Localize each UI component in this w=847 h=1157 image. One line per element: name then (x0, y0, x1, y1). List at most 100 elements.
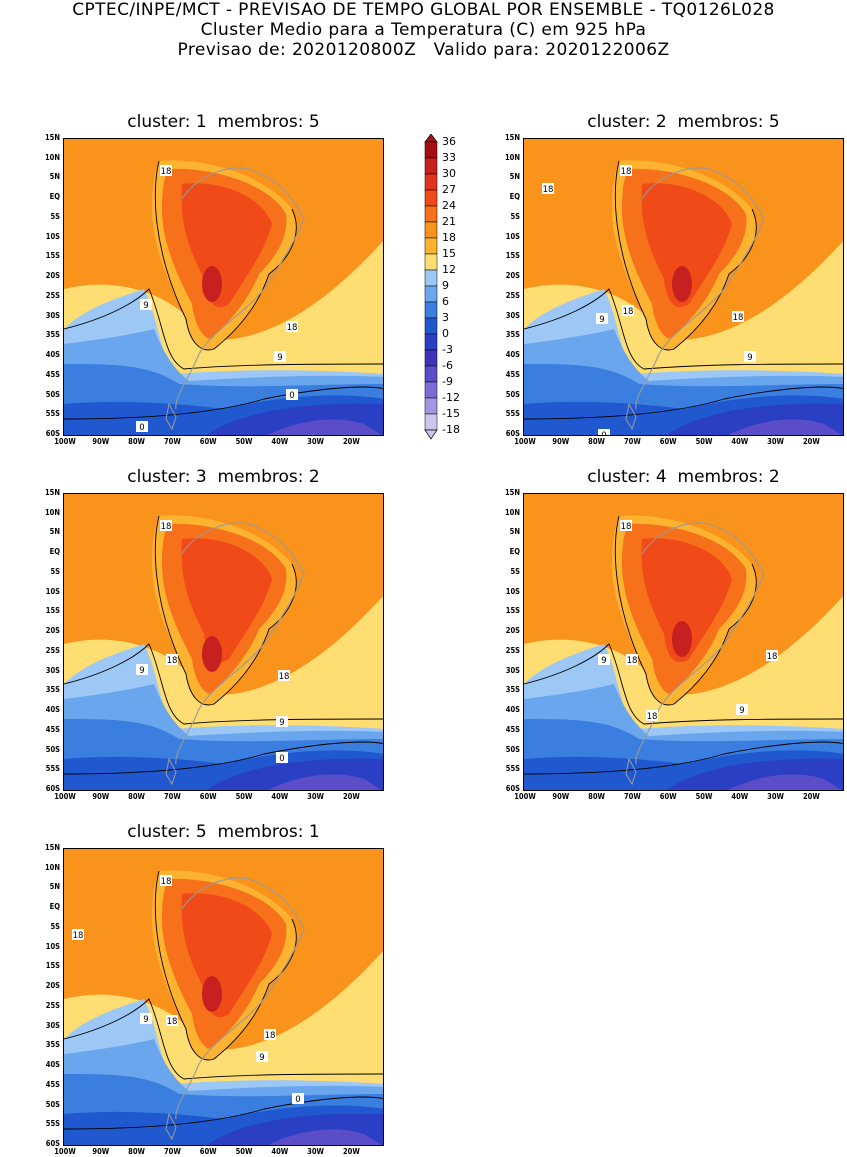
contour-0 (64, 1096, 383, 1130)
region-hot (181, 538, 272, 663)
lat-tick: 45S (505, 369, 520, 379)
region-peak (672, 266, 692, 302)
lon-tick: 40W (271, 792, 289, 801)
lat-tick: 55S (45, 764, 60, 774)
colorbar-label: 24 (442, 199, 456, 212)
svg-text:18: 18 (647, 712, 658, 722)
lat-tick: 5S (50, 211, 60, 221)
svg-text:0: 0 (279, 754, 284, 764)
lon-tick: 90W (92, 792, 110, 801)
lon-tick: 60W (199, 792, 217, 801)
lat-tick: 40S (45, 705, 60, 715)
svg-text:18: 18 (767, 652, 778, 662)
panel-title: cluster: 1 membros: 5 (127, 112, 320, 132)
lon-tick: 30W (307, 1147, 325, 1156)
contour-label: 18 (166, 654, 178, 666)
colorbar-swatch (424, 301, 438, 319)
contour-0 (524, 741, 843, 775)
contour-0 (64, 386, 383, 420)
lat-tick: 60S (505, 784, 520, 793)
lat-tick: 15S (45, 606, 60, 616)
colorbar-swatch (424, 365, 438, 383)
contour-label: 18 (72, 929, 84, 941)
lon-tick: 80W (128, 437, 146, 446)
lon-tick: 20W (342, 437, 360, 446)
lat-tick: 45S (45, 369, 60, 379)
colorbar-swatch (424, 141, 438, 159)
colorbar-swatch (424, 317, 438, 335)
header-line-1: CPTEC/INPE/MCT - PREVISAO DE TEMPO GLOBA… (72, 0, 775, 20)
contour-label: 18 (766, 650, 778, 662)
contour-label: 18 (620, 520, 632, 532)
region-peak (202, 266, 222, 302)
lat-tick: 50S (505, 389, 520, 399)
lon-tick: 90W (552, 792, 570, 801)
colorbar-swatch (424, 237, 438, 255)
svg-text:18: 18 (265, 1031, 276, 1041)
lat-tick: 5S (50, 566, 60, 576)
lat-tick: 15S (505, 251, 520, 261)
contour-0 (524, 386, 843, 420)
contour-label: 18 (278, 670, 290, 682)
colorbar-swatch (424, 349, 438, 367)
contour-9 (64, 288, 383, 370)
svg-text:9: 9 (599, 315, 604, 325)
contour-label: 9 (744, 351, 756, 363)
temperature-map: 18 18 18 9 9 0 (63, 493, 384, 791)
region-peak (202, 636, 222, 672)
contour-label: 18 (160, 875, 172, 887)
svg-text:9: 9 (139, 666, 144, 676)
colorbar-label: 21 (442, 215, 456, 228)
lat-tick: 60S (45, 784, 60, 793)
contour-label: 9 (276, 716, 288, 728)
contour-18 (154, 515, 297, 706)
contour-18 (154, 870, 297, 1061)
lat-tick: 35S (45, 1040, 60, 1050)
lat-tick: 25S (45, 290, 60, 300)
contour-label: 18 (160, 165, 172, 177)
lat-tick: 50S (45, 744, 60, 754)
lat-tick: 10N (44, 152, 60, 162)
contour-label: 9 (140, 1013, 152, 1025)
contour-label: 0 (286, 389, 298, 401)
contour-label: 18 (622, 305, 634, 317)
band-purple (728, 419, 842, 435)
lat-tick: 10S (45, 586, 60, 596)
contour-label: 9 (596, 313, 608, 325)
lon-tick: 60W (199, 1147, 217, 1156)
lat-tick: 10S (45, 231, 60, 241)
lat-tick: 30S (505, 665, 520, 675)
colorbar-label: -15 (442, 407, 460, 420)
lon-tick: 70W (163, 1147, 181, 1156)
lon-tick: 70W (163, 792, 181, 801)
lat-tick: 30S (45, 310, 60, 320)
lat-tick: 45S (45, 724, 60, 734)
lon-tick: 100W (54, 437, 76, 446)
svg-text:18: 18 (733, 313, 744, 323)
lat-tick: EQ (509, 547, 520, 557)
lat-tick: 10N (504, 507, 520, 517)
svg-text:18: 18 (73, 931, 84, 941)
lat-tick: 10S (505, 231, 520, 241)
contour-label: 9 (136, 664, 148, 676)
contour-label: 18 (264, 1029, 276, 1041)
lat-tick: EQ (49, 192, 60, 202)
lat-tick: EQ (49, 902, 60, 912)
lat-tick: 35S (505, 685, 520, 695)
lat-tick: 15S (45, 961, 60, 971)
contour-label: 9 (274, 351, 286, 363)
lon-tick: 30W (307, 437, 325, 446)
contour-label: 0 (292, 1093, 304, 1105)
lat-tick: EQ (49, 547, 60, 557)
colorbar-swatch (424, 381, 438, 399)
colorbar-label: 6 (442, 295, 449, 308)
patagonia-coast (625, 402, 637, 431)
lat-tick: 5S (510, 566, 520, 576)
contour-label: 9 (256, 1051, 268, 1063)
svg-text:0: 0 (289, 391, 294, 401)
lat-tick: 30S (45, 1020, 60, 1030)
lat-tick: 15N (44, 133, 60, 142)
contour-label: 18 (542, 183, 554, 195)
colorbar-label: -6 (442, 359, 453, 372)
svg-text:18: 18 (623, 307, 634, 317)
